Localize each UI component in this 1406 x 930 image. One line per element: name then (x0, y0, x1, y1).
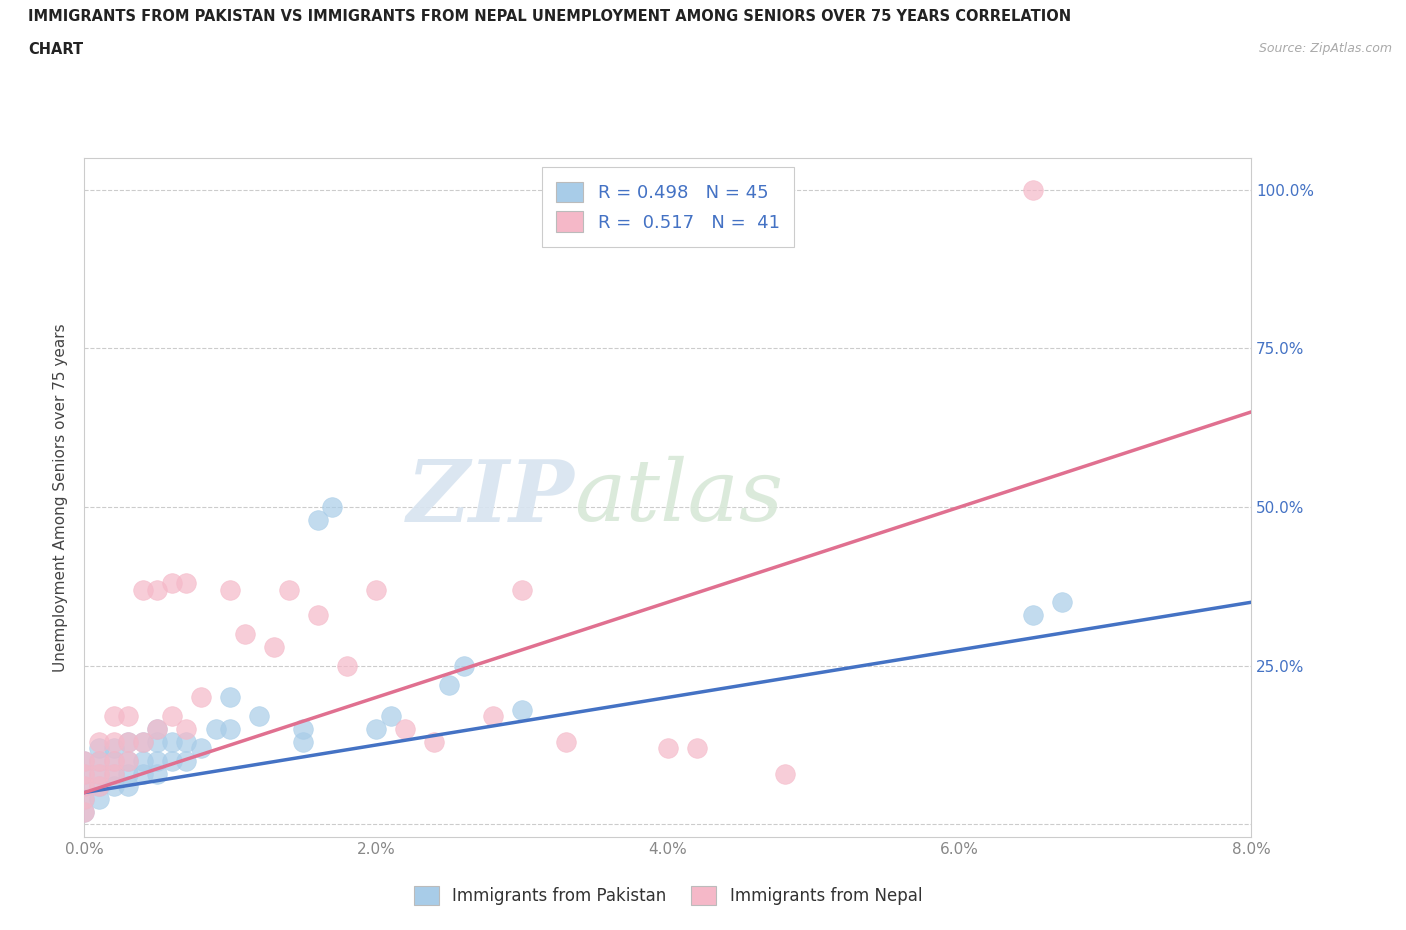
Point (73, 766, 96, 781)
Point (73, 766, 96, 781)
Point (510, 582, 533, 597)
Point (87, 766, 110, 781)
Point (453, 658, 475, 673)
Point (160, 735, 183, 750)
Point (87, 740, 110, 755)
Point (394, 722, 416, 737)
Point (307, 607, 329, 622)
Point (160, 709, 183, 724)
Point (219, 690, 242, 705)
Point (103, 766, 125, 781)
Point (117, 735, 139, 750)
Point (146, 582, 169, 597)
Point (87, 778, 110, 793)
Point (176, 735, 198, 750)
Point (657, 740, 679, 755)
Point (481, 709, 505, 724)
Point (73, 804, 96, 819)
Point (366, 722, 388, 737)
Point (176, 722, 198, 737)
Point (233, 627, 256, 642)
Point (117, 778, 139, 793)
Point (103, 740, 125, 755)
Point (117, 735, 139, 750)
Point (87, 753, 110, 768)
Point (277, 582, 299, 597)
Point (773, 766, 796, 781)
Point (132, 735, 155, 750)
Point (87, 791, 110, 806)
Point (117, 709, 139, 724)
Point (103, 709, 125, 724)
Point (336, 658, 359, 673)
Point (380, 709, 402, 724)
Point (117, 766, 139, 781)
Point (176, 753, 198, 768)
Point (176, 576, 198, 591)
Point (437, 677, 460, 692)
Text: IMMIGRANTS FROM PAKISTAN VS IMMIGRANTS FROM NEPAL UNEMPLOYMENT AMONG SENIORS OVE: IMMIGRANTS FROM PAKISTAN VS IMMIGRANTS F… (28, 9, 1071, 24)
Point (321, 499, 343, 514)
Point (73, 791, 96, 806)
Point (146, 753, 169, 768)
Point (117, 753, 139, 768)
Point (87, 735, 110, 750)
Point (510, 703, 533, 718)
Point (103, 778, 125, 793)
Text: ZIP: ZIP (406, 456, 575, 539)
Point (73, 791, 96, 806)
Point (554, 735, 576, 750)
Point (219, 722, 242, 737)
Point (132, 753, 155, 768)
Point (87, 753, 110, 768)
Point (103, 753, 125, 768)
Point (103, 766, 125, 781)
Point (204, 722, 226, 737)
Point (1021, 182, 1043, 197)
Point (219, 582, 242, 597)
Point (73, 778, 96, 793)
Point (87, 766, 110, 781)
Point (103, 753, 125, 768)
Point (366, 582, 388, 597)
Point (73, 804, 96, 819)
Point (160, 576, 183, 591)
Point (146, 735, 169, 750)
Point (132, 735, 155, 750)
Point (160, 753, 183, 768)
Point (73, 778, 96, 793)
Text: CHART: CHART (28, 42, 83, 57)
Point (132, 766, 155, 781)
Point (190, 690, 212, 705)
Point (292, 722, 315, 737)
Point (1050, 595, 1073, 610)
Point (146, 722, 169, 737)
Point (686, 740, 709, 755)
Point (263, 639, 285, 654)
Point (146, 722, 169, 737)
Point (73, 753, 96, 768)
Point (117, 753, 139, 768)
Point (73, 753, 96, 768)
Point (307, 512, 329, 527)
Point (249, 709, 271, 724)
Legend: Immigrants from Pakistan, Immigrants from Nepal: Immigrants from Pakistan, Immigrants fro… (402, 874, 934, 917)
Point (87, 778, 110, 793)
Point (292, 735, 315, 750)
Point (103, 735, 125, 750)
Point (1021, 607, 1043, 622)
Text: atlas: atlas (575, 457, 783, 538)
Point (132, 582, 155, 597)
Y-axis label: Unemployment Among Seniors over 75 years: Unemployment Among Seniors over 75 years (53, 324, 69, 671)
Point (423, 735, 446, 750)
Point (190, 740, 212, 755)
Text: Source: ZipAtlas.com: Source: ZipAtlas.com (1258, 42, 1392, 55)
Point (146, 766, 169, 781)
